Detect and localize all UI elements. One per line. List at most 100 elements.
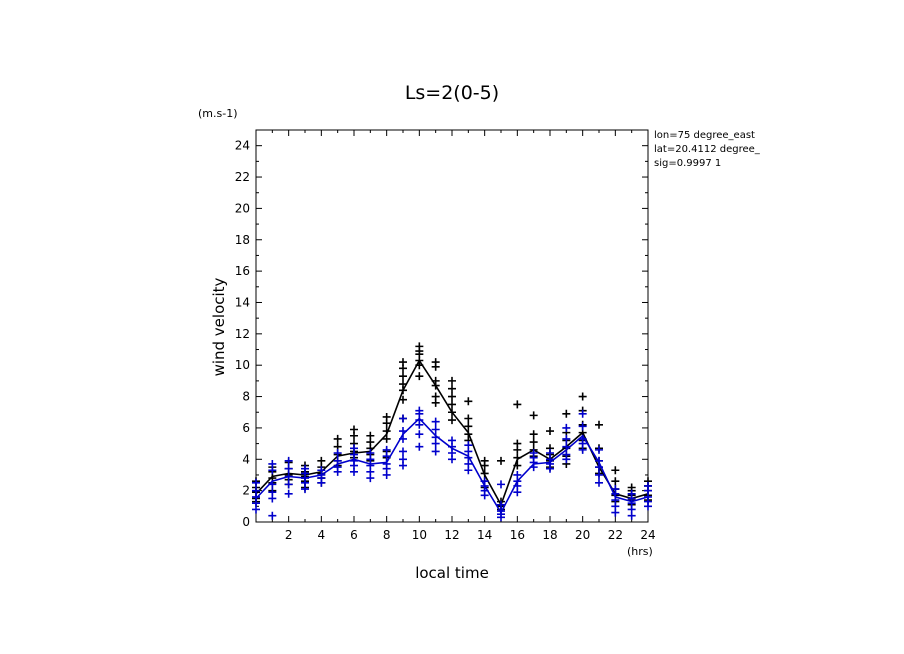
data-point [382,452,391,461]
data-point [448,455,456,464]
x-tick-label: 10 [412,528,427,542]
data-point [284,489,293,498]
data-point [529,430,538,439]
data-point [268,494,277,503]
data-point [431,362,440,371]
info-lon: lon=75 degree_east [654,130,755,141]
x-tick-label: 20 [575,528,590,542]
data-point [595,445,603,454]
data-point [480,461,489,470]
data-point [448,416,456,425]
x-tick-label: 6 [350,528,358,542]
data-point [595,478,603,487]
x-axis-label: local time [415,564,489,582]
data-point [513,445,522,454]
y-tick-label: 24 [235,139,250,153]
y-axis-label: wind velocity [210,277,228,376]
data-point [252,505,260,514]
data-point [513,488,522,497]
data-point [644,502,652,511]
data-point [595,470,603,479]
data-point [546,427,554,436]
plot-area [252,342,652,522]
data-point [497,480,505,489]
y-tick-label: 20 [235,201,250,215]
data-point [382,419,391,428]
data-point [562,434,571,443]
data-point [431,417,440,426]
info-lat: lat=20.4112 degree_ [654,144,761,155]
data-point [333,434,342,443]
data-point [464,466,473,475]
data-point [497,513,505,522]
x-tick-label: 2 [285,528,293,542]
data-point [399,447,407,456]
y-tick-label: 14 [235,295,250,309]
data-point [268,511,277,520]
data-point [562,423,571,432]
data-point [333,449,342,458]
x-tick-label: 4 [318,528,326,542]
data-point [268,466,277,475]
y-tick-label: 4 [242,452,250,466]
y-tick-label: 2 [242,484,250,498]
data-point [611,477,620,486]
data-point [529,411,538,420]
series-line [255,417,649,515]
data-point [611,508,620,517]
data-point [578,409,587,418]
x-tick-label: 22 [608,528,623,542]
x-tick-label: 24 [640,528,655,542]
data-point [497,456,505,465]
y-tick-label: 16 [235,264,250,278]
data-point [301,485,309,494]
data-point [578,445,587,454]
data-point [595,420,603,429]
info-sig: sig=0.9997 1 [654,158,721,169]
data-point [284,464,293,473]
x-tick-label: 14 [477,528,492,542]
y-tick-label: 12 [235,327,250,341]
series-0 [252,342,652,514]
y-tick-label: 10 [235,358,250,372]
data-point [317,478,326,487]
data-point [399,372,407,381]
y-tick-label: 18 [235,233,250,247]
data-point [546,464,554,473]
data-point [448,376,456,385]
data-point [627,511,636,520]
x-tick-label: 12 [444,528,459,542]
data-point [252,478,260,487]
data-point [399,414,407,423]
data-point [464,414,473,423]
axes: 2 4 6 8 10 12 14 16 18 20 22 2402468101214161820222… [235,129,656,542]
data-point [431,425,440,434]
data-point [366,474,375,483]
data-point [431,439,440,448]
data-point [382,470,391,479]
y-tick-label: 0 [242,515,250,529]
data-point [611,466,620,475]
data-point [529,438,538,447]
data-point [562,455,571,464]
chart-title: Ls=2(0-5) [405,82,499,104]
y-tick-label: 8 [242,390,250,404]
data-point [399,364,407,373]
series-1 [252,406,652,522]
y-axis-unit: (m.s-1) [198,107,238,120]
y-tick-label: 6 [242,421,250,435]
data-point [578,392,587,401]
data-point [284,456,293,465]
data-point [415,372,424,381]
data-point [350,431,358,440]
data-point [415,420,424,429]
data-point [415,430,424,439]
data-point [562,409,571,418]
data-point [480,491,489,500]
y-tick-label: 22 [235,170,250,184]
data-point [333,467,342,476]
data-point [464,397,473,406]
data-point [415,442,424,451]
x-tick-label: 16 [510,528,525,542]
